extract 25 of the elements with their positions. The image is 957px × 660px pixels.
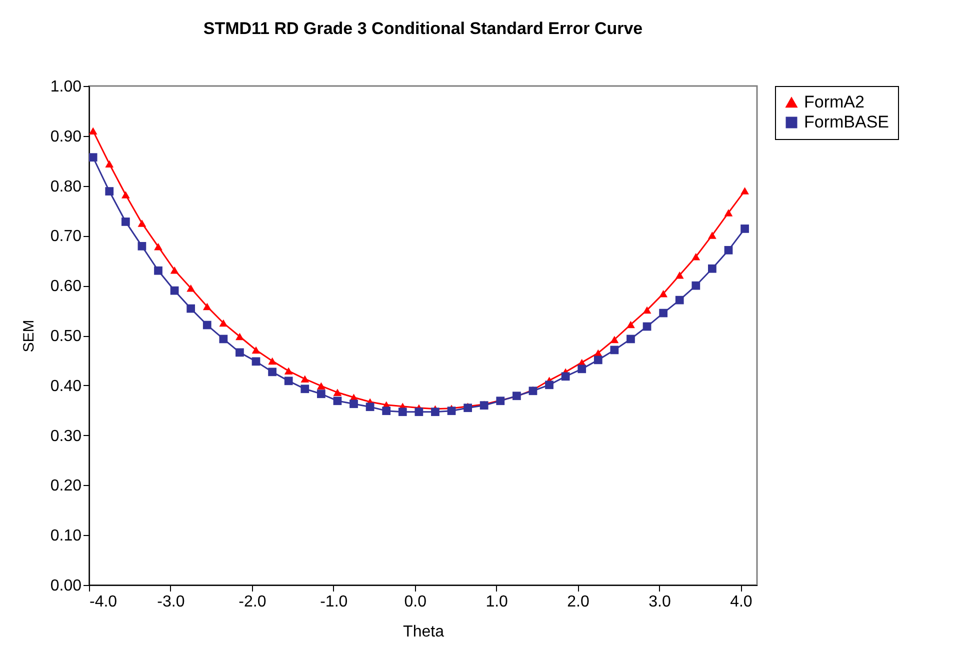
- legend-label: FormBASE: [804, 112, 890, 132]
- x-tick-label: 3.0: [648, 594, 671, 610]
- x-tick-label: 0.0: [404, 594, 427, 610]
- y-tick-label: 1.00: [50, 78, 82, 96]
- y-tick-label: 0.20: [50, 478, 82, 495]
- legend-label: FormA2: [804, 92, 864, 112]
- chart-title: STMD11 RD Grade 3 Conditional Standard Error Curve: [203, 19, 643, 38]
- y-axis-title: SEM: [20, 320, 38, 352]
- x-tick-label: 2.0: [567, 594, 590, 610]
- y-tick-label: 0.70: [50, 228, 82, 246]
- x-tick-label: -4.0: [90, 594, 118, 610]
- x-tick-label: 1.0: [486, 594, 508, 610]
- x-tick-label: -2.0: [238, 594, 266, 610]
- y-tick-label: 0.90: [50, 128, 82, 146]
- y-tick-label: 0.60: [50, 278, 82, 296]
- x-axis-title: Theta: [403, 624, 444, 640]
- x-tick-label: 4.0: [730, 594, 752, 610]
- y-tick-label: 0.40: [50, 378, 82, 395]
- y-tick-label: 0.80: [50, 178, 82, 196]
- y-tick-label: 0.50: [50, 328, 82, 345]
- y-tick-label: 0.10: [50, 528, 82, 545]
- x-tick-label: -3.0: [157, 594, 185, 610]
- y-tick-label: 0.30: [50, 428, 82, 445]
- x-tick-label: -1.0: [320, 594, 348, 610]
- y-tick-label: 0.00: [50, 578, 82, 594]
